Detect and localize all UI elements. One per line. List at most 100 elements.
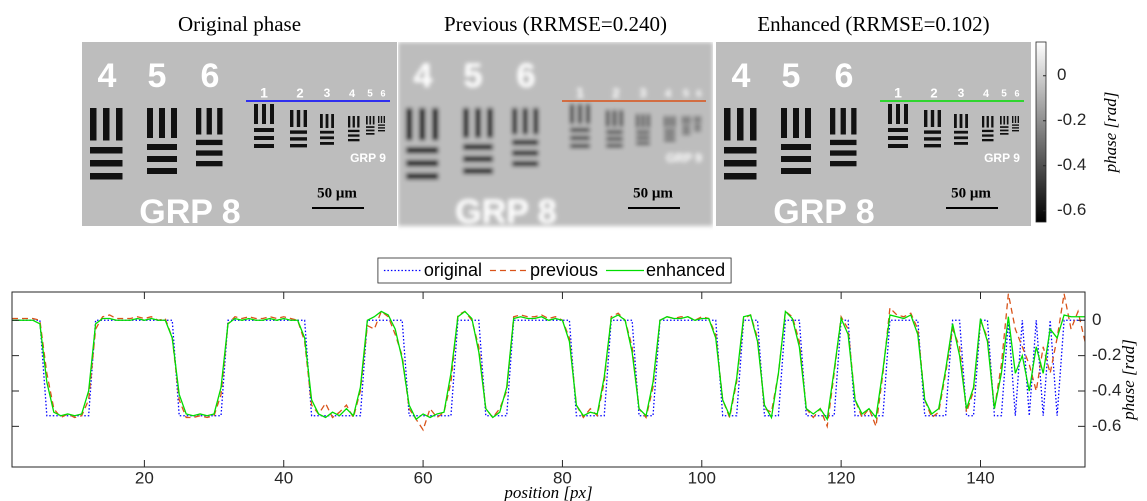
target-bar [1012,116,1014,123]
target-bar [685,116,688,125]
target-bar [1014,116,1017,123]
target-bar [512,108,518,135]
target-bar [682,116,684,125]
element-digit: 3 [958,86,965,100]
target-bar [383,116,385,123]
target-bar [196,139,223,146]
target-bar [1000,133,1009,135]
target-bar [378,124,385,126]
group-digit: 6 [201,57,220,95]
target-bar [781,156,811,162]
element-digit: 5 [367,89,373,100]
target-bar [348,134,360,137]
group-digit: 4 [98,57,117,95]
target-bar [954,142,968,145]
target-bar [147,144,177,150]
target-bar [888,136,908,140]
target-bar [586,104,590,124]
x-tick-label: 80 [553,468,572,487]
target-bar [290,130,307,134]
target-bar [270,104,274,124]
target-bar [1003,116,1006,125]
target-bar [406,108,413,141]
target-bar [991,116,994,128]
target-bar [1000,129,1009,132]
target-bar [924,130,941,134]
target-bar [724,173,757,180]
target-bar [512,161,539,167]
target-bar [924,110,928,127]
target-bar [696,116,699,123]
target-bar [694,130,701,132]
group-digit: 6 [517,57,536,95]
target-bar [606,110,610,127]
panel-title: Enhanced (RRMSE=0.102) [757,12,989,36]
target-bar [737,108,744,141]
target-bar [378,127,385,129]
colorbar-tick-label: -0.4 [1057,155,1086,174]
element-digit: 4 [349,88,356,100]
target-bar [636,136,650,140]
target-bar [724,147,757,154]
group-label: GRP 9 [666,151,702,165]
target-bar [512,150,539,156]
target-bar [904,104,908,124]
target-bar [636,142,650,145]
target-bar [512,139,539,146]
target-bar [147,168,177,174]
target-bar [380,116,383,123]
panel-title: Original phase [178,12,301,36]
target-bar [688,116,691,125]
colorbar-tick-label: -0.2 [1057,110,1086,129]
element-digit: 5 [683,89,689,100]
target-bar [378,116,380,123]
colorbar-tick-label: 0 [1057,65,1066,84]
element-digit: 6 [1014,88,1019,98]
plot-frame [11,291,1086,468]
target-bar [606,130,623,134]
target-bar [664,129,676,133]
target-bar [570,136,590,140]
target-bar [965,114,968,128]
target-bar [924,137,941,141]
target-bar [636,114,639,128]
target-bar [830,139,857,146]
target-bar [606,137,623,141]
target-bar [366,126,375,128]
target-bar [781,144,811,150]
target-bar [840,108,846,135]
target-bar [830,161,857,167]
group-digit: 5 [464,57,483,95]
target-bar [896,104,900,124]
target-bar [1012,124,1019,126]
target-bar [1017,116,1019,123]
target-bar [982,139,994,142]
panel-title: Previous (RRMSE=0.240) [444,12,667,36]
target-bar [290,137,307,141]
target-bar [372,116,375,125]
y-tick-label: 0 [1092,310,1101,329]
x-tick-label: 120 [827,468,855,487]
x-tick-label: 140 [966,468,994,487]
target-bar [533,108,539,135]
group-label: GRP 8 [139,193,240,231]
target-bar [262,104,266,124]
target-bar [171,108,177,138]
target-bar [303,110,307,127]
target-bar [682,129,691,132]
target-bar [196,150,223,156]
target-bar [90,173,123,180]
x-tick-label: 100 [688,468,716,487]
target-bar [254,104,258,124]
scalebar-label: 50 μm [951,185,991,201]
target-bar [668,116,671,128]
group-digit: 5 [782,57,801,95]
target-bar [290,144,307,148]
target-bar [206,108,212,135]
target-bar [463,108,469,138]
target-bar [90,160,123,167]
target-bar [664,134,676,137]
target-bar [147,156,177,162]
